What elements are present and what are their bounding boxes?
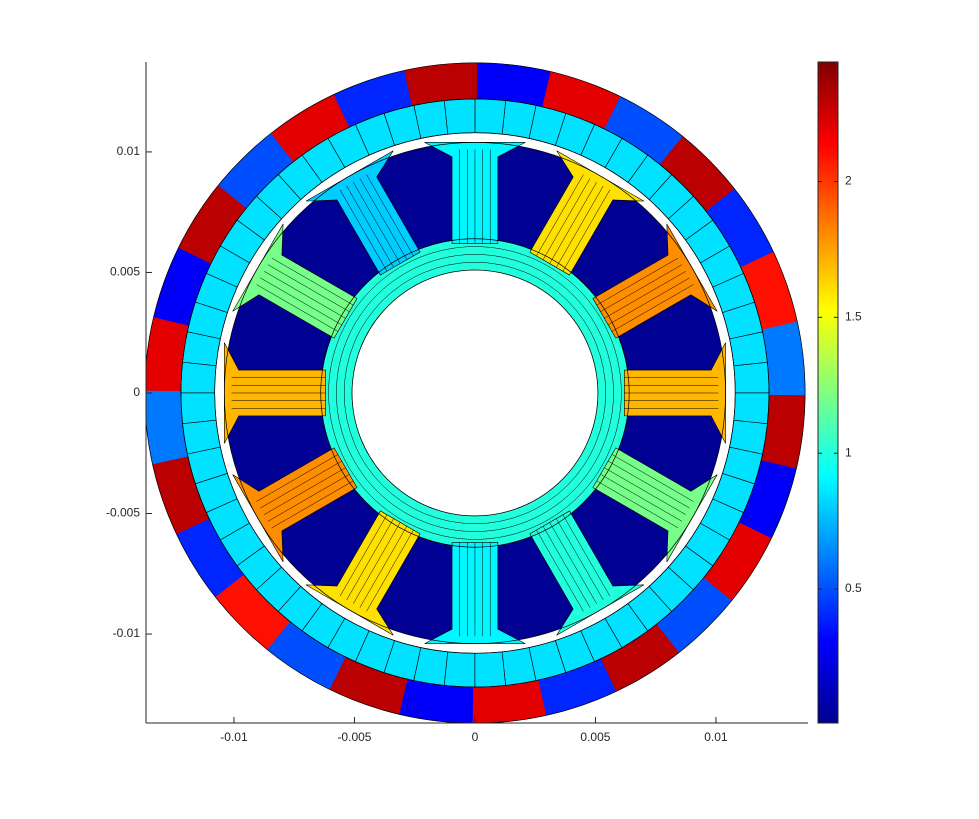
flux-line	[339, 189, 388, 272]
colorbar-scale	[817, 61, 839, 724]
flux-line	[343, 261, 606, 524]
flux-line	[556, 518, 604, 601]
flux-line	[608, 460, 690, 509]
colorbar: 0.5 1 1.5 2	[817, 61, 862, 724]
boundary	[214, 132, 736, 654]
flux-line	[366, 529, 414, 612]
tooth	[529, 510, 645, 636]
flux-line	[353, 522, 401, 604]
flux-line	[604, 271, 686, 319]
x-tick-label: 0.01	[704, 730, 728, 744]
magnet-segment	[733, 361, 770, 394]
tooth	[592, 223, 718, 339]
magnet-segment	[443, 98, 476, 135]
flux-line	[328, 246, 622, 540]
tooth	[529, 150, 645, 276]
magnet-segment	[474, 98, 507, 135]
x-tick-label: 0	[472, 730, 479, 744]
flux-line	[339, 514, 388, 597]
flux-line	[264, 271, 346, 319]
flux-line	[264, 467, 346, 515]
flux-line	[608, 277, 690, 326]
colorbar-tick-label: 1.5	[845, 310, 862, 324]
y-tick-label: 0	[133, 385, 140, 399]
flux-line	[267, 474, 350, 522]
colorbar-tick-label: 2	[845, 174, 852, 188]
flux-line	[549, 182, 597, 264]
y-tick-label: -0.01	[113, 626, 141, 640]
flux-line	[336, 254, 614, 532]
flux-line	[611, 454, 694, 502]
flux-line	[596, 480, 679, 529]
colorbar-tick-label: 1	[845, 445, 852, 459]
flux-line	[256, 454, 339, 502]
flux-line	[604, 467, 686, 515]
flux-line	[267, 264, 350, 312]
x-tick-label: -0.005	[337, 730, 371, 744]
colorbar-tick-label: 0.5	[845, 581, 862, 595]
x-tick-label: -0.01	[220, 730, 248, 744]
magnet-segment	[180, 361, 217, 394]
boundary	[351, 269, 599, 517]
flux-line	[542, 178, 591, 260]
y-tick-label: 0.01	[117, 144, 141, 158]
flux-line	[366, 174, 414, 257]
flux-line	[549, 522, 597, 604]
flux-line	[271, 480, 354, 529]
flux-line	[536, 529, 584, 612]
flux-line	[359, 526, 408, 608]
flux-line	[359, 178, 408, 260]
boundary	[320, 238, 630, 548]
flux-line	[542, 526, 591, 608]
x-tick-label: 0.005	[580, 730, 610, 744]
magnet-segment	[443, 651, 476, 688]
slot-region	[224, 142, 726, 644]
boundary	[223, 142, 726, 644]
flux-line	[346, 185, 394, 268]
plot-area	[146, 62, 806, 723]
flux-line	[600, 264, 683, 312]
boundary	[180, 98, 770, 688]
tooth	[232, 223, 358, 339]
flux-line	[271, 257, 354, 306]
tooth	[305, 150, 421, 276]
flux-line	[556, 185, 604, 268]
flux-line	[600, 474, 683, 522]
flux-line	[353, 182, 401, 264]
flux-line	[536, 174, 584, 257]
flux-line	[562, 189, 611, 272]
flux-line	[562, 514, 611, 597]
axes: -0.01 -0.005 0 0.005 0.01 -0.01 -0.005 0 0.005 0.…	[106, 62, 808, 744]
y-tick-label: -0.005	[106, 506, 140, 520]
flux-line	[611, 284, 694, 332]
boundary	[146, 62, 806, 723]
flux-line	[596, 257, 679, 306]
y-tick-label: 0.005	[110, 265, 140, 279]
flux-line	[346, 518, 394, 601]
magnet-segment	[474, 651, 507, 688]
tooth	[305, 510, 421, 636]
tooth	[232, 447, 358, 563]
magnet-segment	[180, 392, 217, 425]
flux-line	[260, 460, 342, 509]
flux-line	[256, 284, 339, 332]
tooth	[592, 447, 718, 563]
magnet-segment	[733, 392, 770, 425]
flux-line	[260, 277, 342, 326]
